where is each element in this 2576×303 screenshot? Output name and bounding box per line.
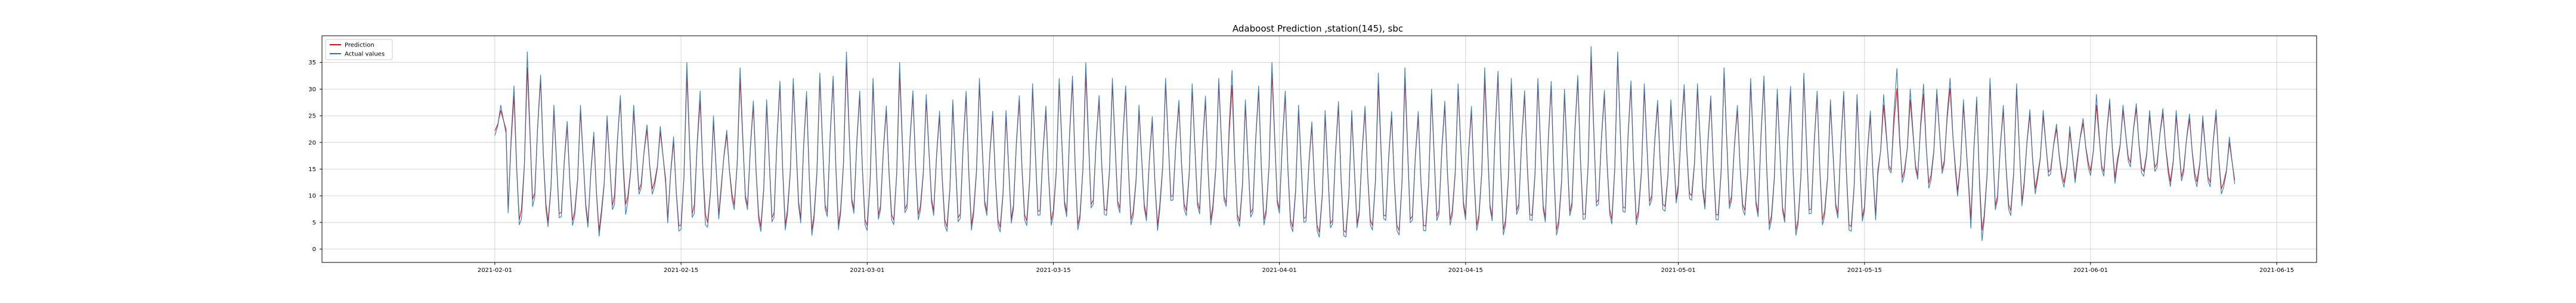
y-tick-label: 20 bbox=[308, 140, 316, 146]
series-layer bbox=[494, 46, 2236, 242]
chart-title: Adaboost Prediction ,station(145), sbc bbox=[1233, 23, 1403, 34]
x-tick-label: 2021-05-01 bbox=[1661, 267, 1696, 274]
x-tick-label: 2021-03-15 bbox=[1036, 267, 1070, 274]
x-tick-label: 2021-02-01 bbox=[478, 267, 512, 274]
y-tick-label: 15 bbox=[308, 166, 316, 173]
legend-label-prediction: Prediction bbox=[345, 42, 374, 49]
legend: Prediction Actual values bbox=[325, 39, 393, 60]
x-tick-label: 2021-06-15 bbox=[2259, 267, 2294, 274]
y-tick-label: 0 bbox=[312, 246, 316, 253]
legend-box bbox=[325, 39, 393, 60]
y-tick-label: 30 bbox=[308, 86, 316, 93]
y-tick-label: 25 bbox=[308, 113, 316, 120]
y-axis: 0 5 10 15 20 25 30 35 bbox=[308, 60, 322, 253]
x-axis: 2021-02-01 2021-02-15 2021-03-01 2021-03-15… bbox=[478, 262, 2294, 274]
legend-label-actual-values: Actual values bbox=[345, 51, 385, 58]
grid bbox=[322, 36, 2317, 262]
x-tick-label: 2021-04-01 bbox=[1262, 267, 1297, 274]
x-tick-label: 2021-02-15 bbox=[664, 267, 698, 274]
series-line-actual-values bbox=[494, 46, 2236, 242]
x-tick-label: 2021-05-15 bbox=[1847, 267, 1882, 274]
x-tick-label: 2021-04-15 bbox=[1448, 267, 1483, 274]
y-tick-label: 10 bbox=[308, 193, 316, 200]
y-tick-label: 35 bbox=[308, 60, 316, 66]
y-tick-label: 5 bbox=[312, 219, 316, 226]
axes-frame bbox=[321, 35, 2317, 263]
x-tick-label: 2021-06-01 bbox=[2073, 267, 2108, 274]
x-tick-label: 2021-03-01 bbox=[850, 267, 884, 274]
